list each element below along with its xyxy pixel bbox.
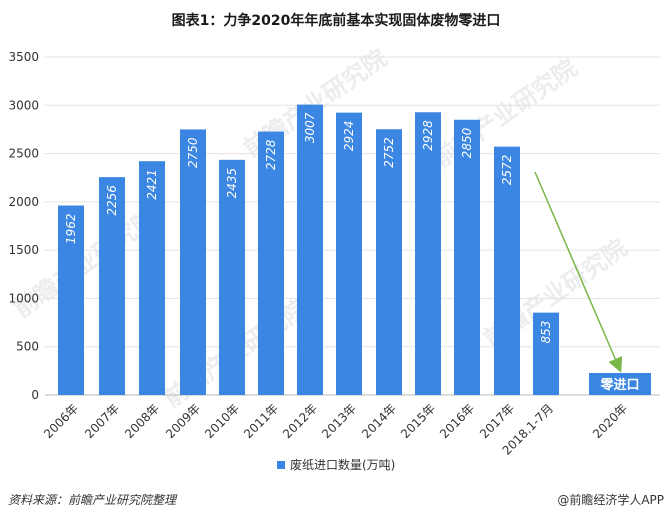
- credit-note: @前瞻经济学人APP: [557, 493, 664, 507]
- bar-value-label: 2421: [145, 169, 159, 200]
- bar: [494, 146, 520, 395]
- bar-value-label: 2572: [500, 155, 514, 186]
- bar: [589, 373, 651, 395]
- bar-value-label: 2924: [342, 121, 356, 152]
- bar: [533, 312, 559, 395]
- bar: [180, 129, 206, 395]
- x-tick-label: 2013年: [319, 401, 359, 441]
- x-tick-label: 2020年: [590, 401, 630, 441]
- bar-value-label: 2750: [186, 137, 200, 168]
- bar: [99, 177, 125, 395]
- legend-label: 废纸进口数量(万吨): [290, 457, 395, 472]
- bar: [219, 159, 245, 395]
- bar-value-label: 1962: [64, 214, 78, 245]
- x-tick-label: 2014年: [359, 401, 399, 441]
- bar: [336, 112, 362, 395]
- bar: [376, 129, 402, 396]
- y-tick-label: 3000: [8, 98, 39, 112]
- x-tick-label: 2007年: [82, 401, 122, 441]
- y-tick-label: 3500: [8, 50, 39, 64]
- y-tick-label: 2000: [8, 195, 39, 209]
- x-tick-label: 2011年: [241, 401, 281, 441]
- bar-value-label: 853: [539, 321, 553, 344]
- bar: [297, 104, 323, 395]
- bar: [258, 131, 284, 395]
- x-tick-label: 2016年: [437, 401, 477, 441]
- bar-value-label: 零进口: [599, 378, 639, 393]
- bar-value-label: 2435: [225, 168, 239, 199]
- y-tick-label: 500: [16, 340, 39, 354]
- y-tick-label: 1000: [8, 291, 39, 305]
- x-tick-label: 2015年: [398, 401, 438, 441]
- bar-value-label: 2752: [382, 137, 396, 168]
- x-tick-label: 2010年: [202, 401, 242, 441]
- y-tick-label: 1500: [8, 243, 39, 257]
- bar: [58, 205, 84, 395]
- y-tick-label: 0: [31, 388, 39, 402]
- x-tick-label: 2012年: [280, 401, 320, 441]
- x-tick-label: 2009年: [163, 401, 203, 441]
- trend-arrow: [534, 171, 623, 373]
- bar-value-label: 2928: [421, 120, 435, 151]
- source-note: 资料来源：前瞻产业研究院整理: [8, 493, 177, 507]
- bar: [415, 112, 441, 395]
- bar-value-label: 2728: [264, 139, 278, 170]
- chart-title: 图表1：力争2020年年底前基本实现固体废物零进口: [171, 13, 501, 29]
- bar-value-label: 3007: [303, 112, 317, 143]
- x-tick-label: 2006年: [41, 401, 81, 441]
- x-tick-label: 2008年: [122, 401, 162, 441]
- legend-swatch: [277, 461, 285, 469]
- bar: [454, 119, 480, 396]
- bar-value-label: 2850: [460, 127, 474, 158]
- bar-value-label: 2256: [105, 185, 119, 216]
- bar: [139, 161, 165, 395]
- y-tick-label: 2500: [8, 147, 39, 161]
